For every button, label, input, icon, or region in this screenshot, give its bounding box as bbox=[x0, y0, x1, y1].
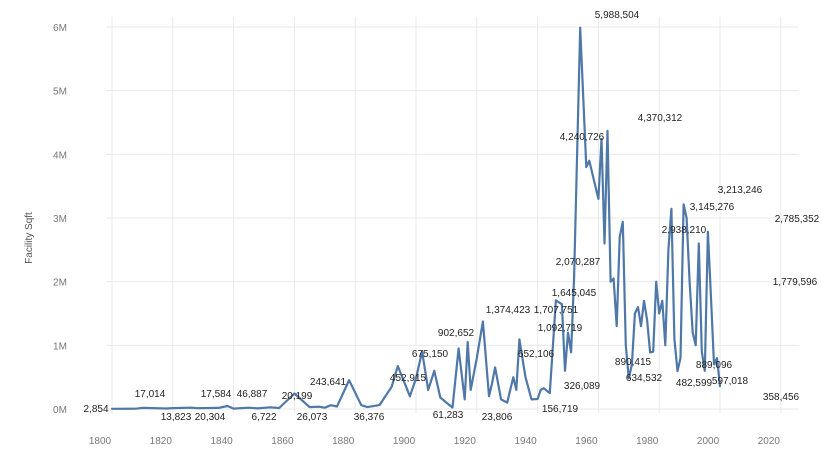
data-label: 20,199 bbox=[282, 391, 313, 402]
x-tick-label: 1840 bbox=[210, 436, 233, 447]
x-tick-label: 2000 bbox=[697, 436, 720, 447]
data-label: 26,073 bbox=[297, 412, 328, 423]
data-label: 2,785,352 bbox=[775, 214, 820, 225]
y-axis-label: Facility Sqft bbox=[24, 212, 35, 264]
x-tick-label: 2020 bbox=[758, 436, 781, 447]
data-label: 5,988,504 bbox=[595, 10, 640, 21]
y-tick-label: 4M bbox=[53, 150, 67, 161]
y-axis-ticks: 0M 1M 2M 3M 4M 5M 6M bbox=[53, 23, 67, 416]
data-label: 1,779,596 bbox=[773, 277, 818, 288]
data-label: 452,915 bbox=[390, 373, 427, 384]
data-label: 1,707,751 bbox=[534, 305, 579, 316]
y-tick-label: 6M bbox=[53, 23, 67, 34]
data-label: 1,092,719 bbox=[538, 323, 583, 334]
data-label: 156,719 bbox=[542, 404, 579, 415]
x-tick-label: 1980 bbox=[636, 436, 659, 447]
data-label: 243,641 bbox=[310, 377, 347, 388]
data-label: 4,370,312 bbox=[638, 113, 683, 124]
data-label: 1,374,423 bbox=[486, 305, 531, 316]
data-label: 675,150 bbox=[412, 349, 449, 360]
x-tick-label: 1880 bbox=[332, 436, 355, 447]
data-label: 326,089 bbox=[564, 381, 601, 392]
data-label: 652,106 bbox=[518, 349, 555, 360]
data-label: 3,145,276 bbox=[690, 202, 735, 213]
data-label: 2,938,210 bbox=[662, 225, 707, 236]
data-label: 482,599 bbox=[676, 378, 713, 389]
y-tick-label: 1M bbox=[53, 341, 67, 352]
series-facility-sqft bbox=[110, 26, 722, 410]
data-label: 902,652 bbox=[438, 328, 475, 339]
data-label: 890,415 bbox=[615, 357, 652, 368]
x-tick-label: 1800 bbox=[89, 436, 112, 447]
x-tick-label: 1920 bbox=[454, 436, 477, 447]
data-label: 4,240,726 bbox=[560, 132, 605, 143]
data-label: 61,283 bbox=[433, 410, 464, 421]
x-tick-label: 1820 bbox=[150, 436, 173, 447]
x-tick-label: 1940 bbox=[515, 436, 538, 447]
x-tick-label: 1960 bbox=[575, 436, 598, 447]
data-label: 23,806 bbox=[482, 412, 513, 423]
data-label: 889,096 bbox=[696, 360, 733, 371]
data-label: 358,456 bbox=[763, 392, 800, 403]
data-label: 36,376 bbox=[354, 412, 385, 423]
x-tick-label: 1900 bbox=[393, 436, 416, 447]
x-axis-ticks: 1800 1820 1840 1860 1880 1900 1920 1940 1960 1980… bbox=[89, 436, 781, 447]
data-label: 597,018 bbox=[712, 376, 749, 387]
x-tick-label: 1860 bbox=[271, 436, 294, 447]
data-label: 1,645,045 bbox=[552, 288, 597, 299]
data-label: 2,854 bbox=[83, 404, 108, 415]
y-tick-label: 2M bbox=[53, 278, 67, 289]
data-label: 13,823 bbox=[161, 412, 192, 423]
data-label: 6,722 bbox=[251, 412, 276, 423]
grid bbox=[106, 17, 799, 413]
y-tick-label: 5M bbox=[53, 87, 67, 98]
data-label: 3,213,246 bbox=[718, 185, 763, 196]
data-label: 634,532 bbox=[626, 373, 663, 384]
data-label: 17,584 bbox=[201, 389, 232, 400]
data-labels: 2,854 17,014 13,823 20,304 17,584 46,887 6,722… bbox=[83, 10, 819, 423]
series-line bbox=[110, 26, 722, 410]
data-label: 17,014 bbox=[135, 389, 166, 400]
data-label: 46,887 bbox=[237, 389, 268, 400]
data-label: 2,070,287 bbox=[556, 257, 601, 268]
y-tick-label: 0M bbox=[53, 405, 67, 416]
y-tick-label: 3M bbox=[53, 214, 67, 225]
data-label: 20,304 bbox=[195, 412, 226, 423]
